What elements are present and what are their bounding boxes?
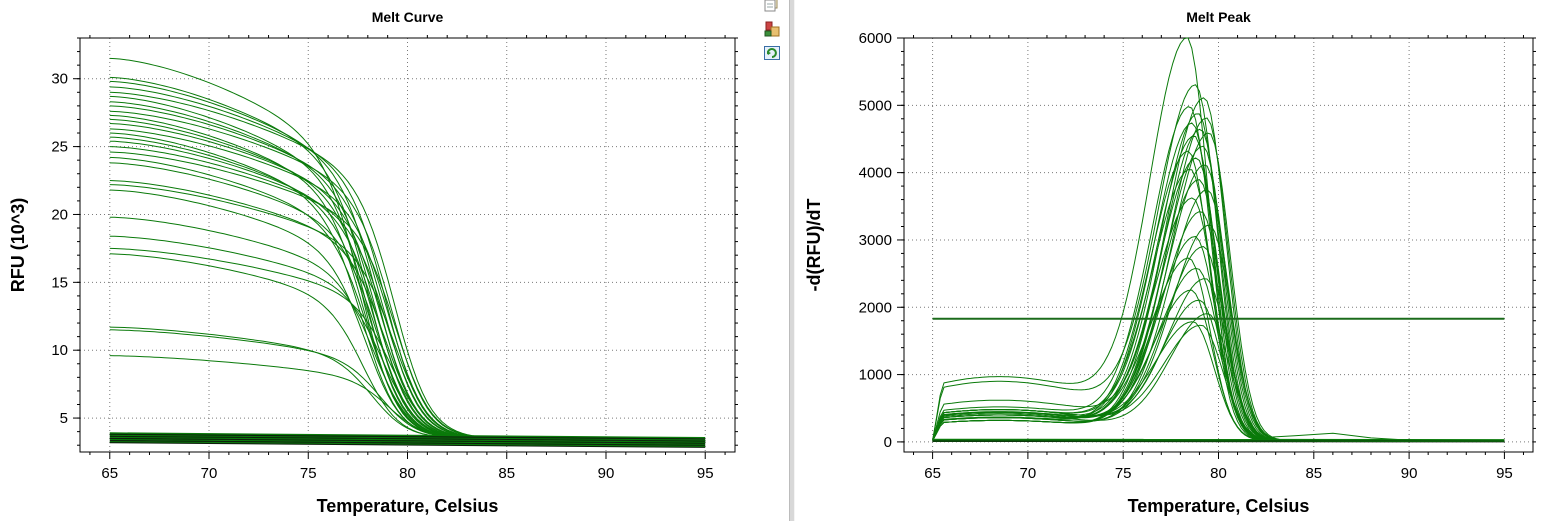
x-tick-label: 95 — [1496, 465, 1513, 482]
refresh-button[interactable] — [763, 44, 781, 62]
melt-curve-chart: Melt Curve 65 70 75 80 85 90 95 5 10 15 20 25 30 Tempe… — [0, 0, 760, 521]
x-tick-label: 65 — [101, 465, 118, 482]
y-tick-label: 10 — [51, 342, 68, 359]
x-tick-label: 90 — [598, 465, 615, 482]
y-axis-label: -d(RFU)/dT — [804, 199, 824, 292]
x-tick-label: 65 — [924, 465, 941, 482]
x-tick-label: 85 — [498, 465, 515, 482]
y-tick-label: 5 — [60, 410, 68, 427]
export-button[interactable] — [763, 20, 781, 38]
y-tick-label: 25 — [51, 139, 68, 156]
y-tick-label: 20 — [51, 206, 68, 223]
y-tick-label: 4000 — [859, 165, 892, 182]
plot-frame — [80, 38, 735, 452]
x-tick-label: 95 — [697, 465, 714, 482]
x-axis-label: Temperature, Celsius — [1128, 496, 1310, 516]
x-tick-label: 70 — [201, 465, 218, 482]
copy-icon — [763, 0, 781, 14]
y-tick-label: 30 — [51, 71, 68, 88]
y-tick-label: 5000 — [859, 97, 892, 114]
panel-splitter[interactable] — [789, 0, 795, 521]
x-tick-label: 80 — [399, 465, 416, 482]
x-tick-label: 75 — [300, 465, 317, 482]
x-tick-label: 85 — [1305, 465, 1322, 482]
x-tick-label: 70 — [1020, 465, 1037, 482]
y-tick-label: 2000 — [859, 299, 892, 316]
melt-curve-line — [110, 190, 705, 441]
y-tick-label: 0 — [884, 434, 892, 451]
melt-peak-panel: Melt Peak 65 70 75 80 85 90 95 0 1000 2000 3000 4000… — [796, 0, 1555, 521]
export-icon — [763, 20, 781, 38]
chart-title: Melt Peak — [1186, 9, 1251, 25]
x-tick-label: 90 — [1401, 465, 1418, 482]
melt-curve-panel: Melt Curve 65 70 75 80 85 90 95 5 10 15 20 25 30 Tempe… — [0, 0, 760, 521]
chart-toolbar — [760, 0, 786, 70]
x-tick-label: 80 — [1210, 465, 1227, 482]
refresh-icon — [763, 44, 781, 62]
y-axis-label: RFU (10^3) — [8, 198, 28, 293]
y-tick-label: 15 — [51, 274, 68, 291]
y-tick-label: 6000 — [859, 30, 892, 47]
y-tick-label: 3000 — [859, 232, 892, 249]
melt-curve-line — [110, 248, 705, 440]
y-tick-label: 1000 — [859, 367, 892, 384]
x-tick-label: 75 — [1115, 465, 1132, 482]
melt-curve-line — [110, 96, 705, 440]
melt-peak-chart: Melt Peak 65 70 75 80 85 90 95 0 1000 2000 3000 4000… — [796, 0, 1555, 521]
x-axis-label: Temperature, Celsius — [317, 496, 499, 516]
copy-button[interactable] — [763, 0, 781, 14]
chart-title: Melt Curve — [372, 9, 444, 25]
